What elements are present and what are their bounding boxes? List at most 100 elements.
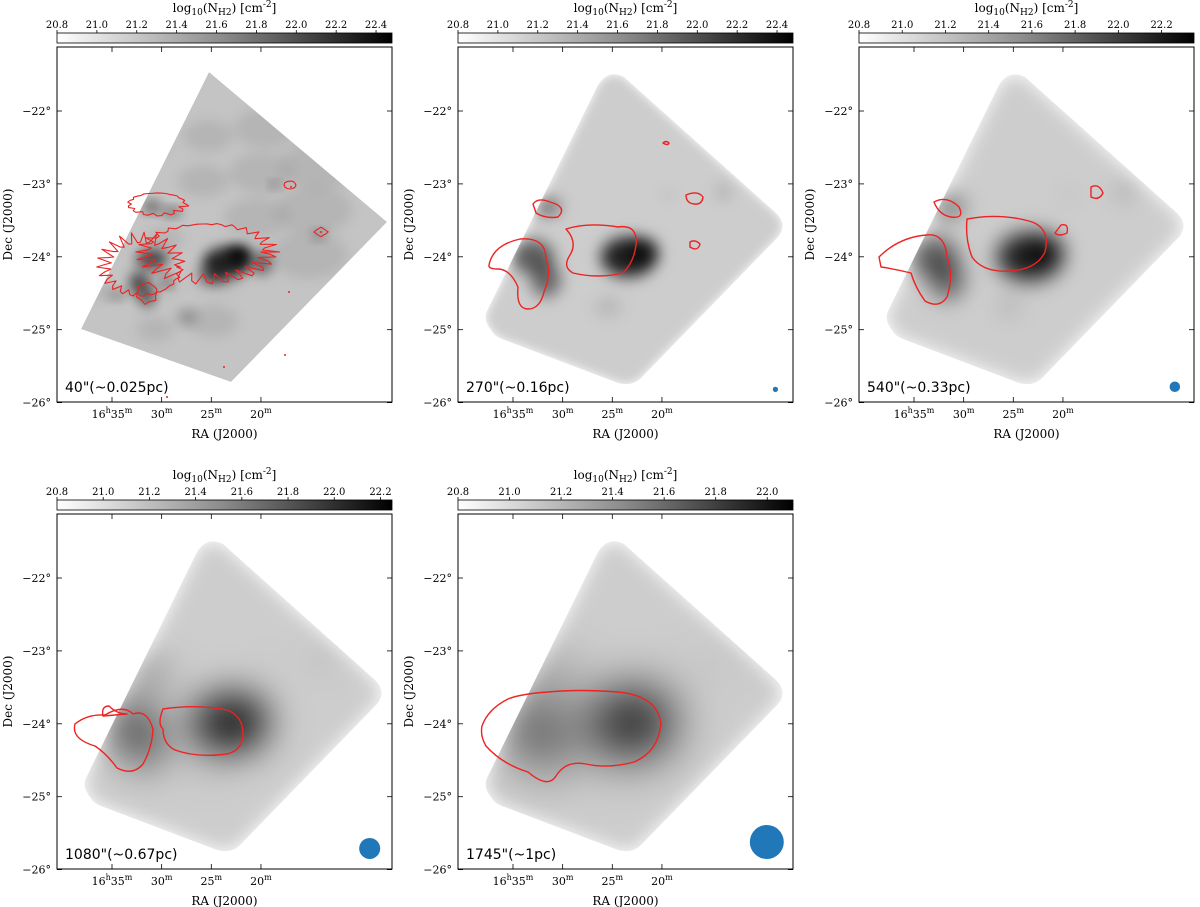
panel-5: 20.8 21.0 21.2 21.4 21.6 21.8 22.0 log10(NH2) [… [402,467,794,907]
colorbar-tick-label: 21.6 [205,20,227,31]
colorbar-tick-label: 20.8 [848,20,870,31]
ra-tick-label: 20m [651,406,673,421]
contour-line [135,281,158,305]
colorbar-tick-label: 21.8 [245,20,267,31]
ra-tick-label: 20m [1052,406,1074,421]
beam-circle [772,386,779,392]
contour-line [101,705,128,717]
ra-axis: 16h35m 30m 25m 20m RA (J2000) [493,514,673,907]
contour-group [878,185,1104,305]
colorbar: 20.8 21.0 21.2 21.4 21.6 21.8 22.0 22.2 22.4 log1… [46,0,393,44]
dec-axis: −22° −23° −24° −25° −26° Dec (J2000) [402,105,793,410]
dec-axis: −22° −23° −24° −25° −26° Dec (J2000) [1,105,392,410]
contour-line [135,223,281,285]
colorbar-tick-label: 21.8 [646,20,668,31]
resolution-label: 1080"(~0.67pc) [65,847,177,863]
map-frame: 1080"(~0.67pc) −22° −23° −24° −25° −26° Dec (J… [1,513,393,907]
ra-tick-label: 30m [151,873,173,888]
dec-tick-label: −25° [423,791,452,804]
dec-tick-label: −22° [22,572,51,585]
colorbar-tick-label: 22.2 [726,20,748,31]
colorbar-tick-label: 21.0 [498,487,520,498]
map-frame: 270"(~0.16pc) −22° −23° −24° −25° −26° Dec (J2… [402,46,794,441]
colorbar-tick-label: 21.2 [138,487,160,498]
contour-line [662,140,670,146]
dec-tick-label: −25° [824,324,853,337]
colorbar-label: log10(NH2) [cm-2] [975,0,1079,18]
dec-tick-label: −22° [423,105,452,118]
colorbar-tick-label: 20.8 [447,487,469,498]
colorbar-tick-label: 20.8 [46,487,68,498]
colorbar-gradient [56,32,393,44]
contour-line [689,240,701,250]
dec-tick-label: −26° [22,864,51,877]
dec-tick-label: −24° [22,718,51,731]
ra-tick-label: 30m [953,406,975,421]
contour-line [73,708,154,772]
contour-line [878,234,952,305]
contour-line [565,224,637,277]
beam-circle [749,825,784,859]
colorbar-tick-label: 21.2 [126,20,148,31]
colorbar-tick-label: 22.0 [323,487,345,498]
dec-tick-label: −24° [423,718,452,731]
colorbar-tick-label: 21.8 [277,487,299,498]
colorbar: 20.8 21.0 21.2 21.4 21.6 21.8 22.0 22.2 log10(NH… [46,467,393,511]
ra-tick-label: 25m [602,406,624,421]
contour-line [532,199,563,219]
colorbar-tick-label: 21.4 [184,487,206,498]
frame-border [457,513,794,870]
colorbar-gradient [56,499,393,511]
ra-tick-label: 16h35m [493,406,534,421]
column-density-map [485,74,783,385]
contour-line [127,192,190,217]
resolution-label: 540"(~0.33pc) [867,380,971,396]
colorbar-tick-label: 22.2 [325,20,347,31]
ra-axis-label: RA (J2000) [191,427,257,441]
colorbar-tick-label: 22.0 [756,487,778,498]
colorbar-tick-label: 20.8 [46,20,68,31]
contour-dot [284,354,286,356]
ra-tick-label: 30m [151,406,173,421]
contour-line [96,231,186,297]
colorbar-tick-label: 21.6 [606,20,628,31]
frame-border [56,46,393,403]
contour-dot [223,366,225,368]
colorbar-tick-label: 21.2 [934,20,956,31]
colorbar-tick-label: 21.8 [705,487,727,498]
dec-tick-label: −26° [824,397,853,410]
ra-tick-label: 16h35m [493,873,534,888]
dec-axis: −22° −23° −24° −25° −26° Dec (J2000) [402,572,793,877]
colorbar-tick-label: 20.8 [447,20,469,31]
colorbar-tick-label: 22.0 [1107,20,1129,31]
colorbar-tick-label: 22.4 [365,20,387,31]
dec-tick-label: −26° [423,397,452,410]
colorbar-label: log10(NH2) [cm-2] [574,467,678,485]
ra-tick-label: 16h35m [894,406,935,421]
dec-tick-label: −24° [423,251,452,264]
colorbar-tick-label: 21.0 [891,20,913,31]
dec-tick-label: −23° [423,178,452,191]
frame-border [457,46,794,403]
contour-group [480,689,662,783]
contour-line [480,689,662,783]
colorbar-tick-label: 21.4 [567,20,589,31]
contour-dot [290,186,292,188]
contour-line [283,180,297,190]
colorbar-gradient [457,499,794,511]
colorbar-tick-label: 21.4 [166,20,188,31]
ra-axis-label: RA (J2000) [592,427,658,441]
colorbar-gradient [457,32,794,44]
dec-tick-label: −24° [824,251,853,264]
contour-line [1090,185,1104,200]
resolution-label: 40"(~0.025pc) [65,380,169,396]
dec-tick-label: −26° [423,864,452,877]
colorbar: 20.8 21.0 21.2 21.4 21.6 21.8 22.0 log10(NH2) [… [447,467,794,511]
colorbar-tick-label: 21.6 [231,487,253,498]
resolution-label: 1745"(~1pc) [466,847,556,863]
colorbar-tick-label: 22.2 [1150,20,1172,31]
dec-axis-label: Dec (J2000) [1,189,15,261]
colorbar-tick-label: 21.4 [601,487,623,498]
colorbar-gradient [858,32,1195,44]
